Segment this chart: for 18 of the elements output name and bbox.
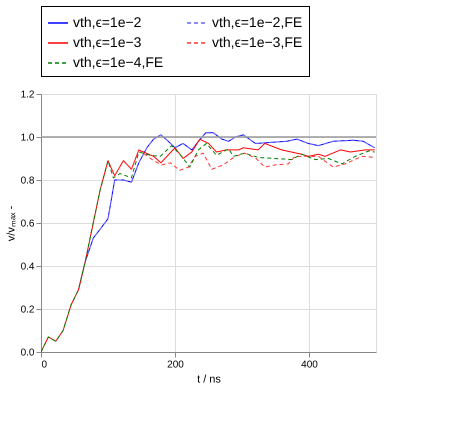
y-tick-label: 0.2 bbox=[20, 304, 35, 316]
y-tick-label: 1.2 bbox=[20, 90, 35, 100]
legend-label: vth,ϵ=1e−3,FE bbox=[212, 34, 302, 50]
y-tick-label: 1.0 bbox=[20, 132, 35, 144]
x-axis-title: t / ns bbox=[197, 374, 222, 386]
x-tick-label: 400 bbox=[301, 360, 318, 370]
y-tick-label: 0.6 bbox=[20, 218, 35, 230]
line-series bbox=[84, 132, 376, 262]
x-tick-label: 0 bbox=[42, 360, 48, 370]
y-tick-label: 0.0 bbox=[20, 348, 35, 358]
legend-label: vth,ϵ=1e−2 bbox=[73, 14, 142, 30]
legend-label: vth,ϵ=1e−4,FE bbox=[73, 54, 164, 70]
y-tick-label: 0.4 bbox=[20, 262, 35, 272]
y-tick-label: 0.8 bbox=[20, 176, 35, 186]
legend-label: vth,ϵ=1e−2,FE bbox=[212, 14, 302, 30]
x-tick-label: 200 bbox=[167, 360, 184, 370]
legend-label: vth,ϵ=1e−3 bbox=[73, 34, 142, 50]
y-axis-title: v/vₘₐₓ - bbox=[6, 205, 18, 242]
